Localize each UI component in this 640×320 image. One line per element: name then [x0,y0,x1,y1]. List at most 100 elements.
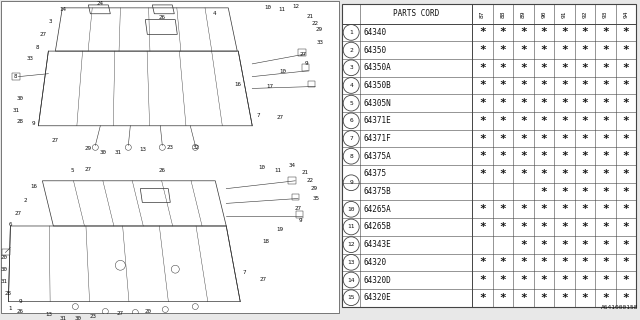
Text: *: * [499,169,506,179]
Text: 33: 33 [317,40,324,45]
Text: 21: 21 [307,14,314,19]
Text: *: * [540,63,547,73]
Text: *: * [520,45,527,55]
Text: 11: 11 [348,224,355,229]
Text: *: * [622,275,629,285]
Text: *: * [622,204,629,214]
Text: 12: 12 [348,242,355,247]
Text: *: * [499,151,506,161]
Text: 9: 9 [31,121,35,126]
Bar [298,49,306,56]
Text: *: * [602,81,609,91]
Text: *: * [561,222,568,232]
Text: *: * [602,45,609,55]
Text: 29: 29 [85,146,92,151]
Text: *: * [479,133,486,144]
Text: 64320: 64320 [363,258,387,267]
Text: 5: 5 [349,101,353,106]
Text: *: * [581,257,588,267]
Text: 6: 6 [9,221,12,227]
Text: *: * [561,45,568,55]
Text: 5: 5 [70,168,74,173]
Text: *: * [479,81,486,91]
Text: *: * [581,98,588,108]
Bar [3,249,10,255]
Text: 27: 27 [40,32,47,37]
Text: 29: 29 [316,27,323,32]
Text: *: * [479,169,486,179]
Text: *: * [499,204,506,214]
Text: *: * [622,257,629,267]
Text: 10: 10 [265,5,272,10]
Text: *: * [499,133,506,144]
Text: *: * [581,63,588,73]
Text: 12: 12 [292,4,300,9]
Text: 91: 91 [562,10,567,18]
Text: 64265A: 64265A [363,205,391,214]
Text: *: * [602,240,609,250]
Text: *: * [581,81,588,91]
Text: *: * [520,98,527,108]
Text: 64320D: 64320D [363,276,391,284]
Text: *: * [540,133,547,144]
Text: 33: 33 [27,56,34,61]
Text: 7: 7 [243,270,246,275]
Text: *: * [499,116,506,126]
Text: 13: 13 [45,312,52,317]
Text: 31: 31 [60,316,67,320]
Text: 1: 1 [9,306,12,311]
Text: *: * [520,28,527,37]
Text: *: * [561,275,568,285]
Text: 64375: 64375 [363,169,387,179]
Text: *: * [561,187,568,196]
Text: *: * [561,204,568,214]
Text: *: * [499,222,506,232]
Text: *: * [479,63,486,73]
Text: *: * [561,81,568,91]
Text: 20: 20 [1,255,8,260]
Text: 8: 8 [13,74,17,79]
Text: 30: 30 [75,316,82,320]
Text: *: * [622,293,629,303]
Text: 9: 9 [298,218,302,223]
Text: *: * [561,63,568,73]
Text: 64371F: 64371F [363,134,391,143]
Text: *: * [540,45,547,55]
Text: *: * [622,187,629,196]
Text: 2: 2 [349,48,353,52]
Text: *: * [540,81,547,91]
Text: 7: 7 [349,136,353,141]
Text: *: * [540,28,547,37]
Text: *: * [581,169,588,179]
Text: 64340: 64340 [363,28,387,37]
Text: 31: 31 [115,150,122,155]
Text: 4: 4 [349,83,353,88]
Text: *: * [520,169,527,179]
Text: 27: 27 [300,52,307,57]
Text: *: * [479,257,486,267]
Text: *: * [479,45,486,55]
Text: 27: 27 [117,311,124,316]
Text: *: * [520,222,527,232]
Text: 27: 27 [85,166,92,172]
Text: 9: 9 [349,180,353,185]
Text: *: * [581,204,588,214]
Text: A641000158: A641000158 [600,306,638,310]
Text: 94: 94 [623,10,628,18]
Text: 7: 7 [257,114,260,118]
Text: *: * [622,222,629,232]
Text: 22: 22 [307,178,314,183]
Text: *: * [520,240,527,250]
Text: 10: 10 [259,164,266,170]
Text: 88: 88 [500,10,506,18]
Text: 30: 30 [100,150,107,155]
Text: *: * [540,169,547,179]
Text: 92: 92 [582,10,588,18]
Text: *: * [581,275,588,285]
Text: *: * [622,151,629,161]
Text: *: * [561,240,568,250]
Text: *: * [479,275,486,285]
Bar [302,64,309,71]
Text: 1: 1 [349,30,353,35]
Text: 87: 87 [480,10,485,18]
